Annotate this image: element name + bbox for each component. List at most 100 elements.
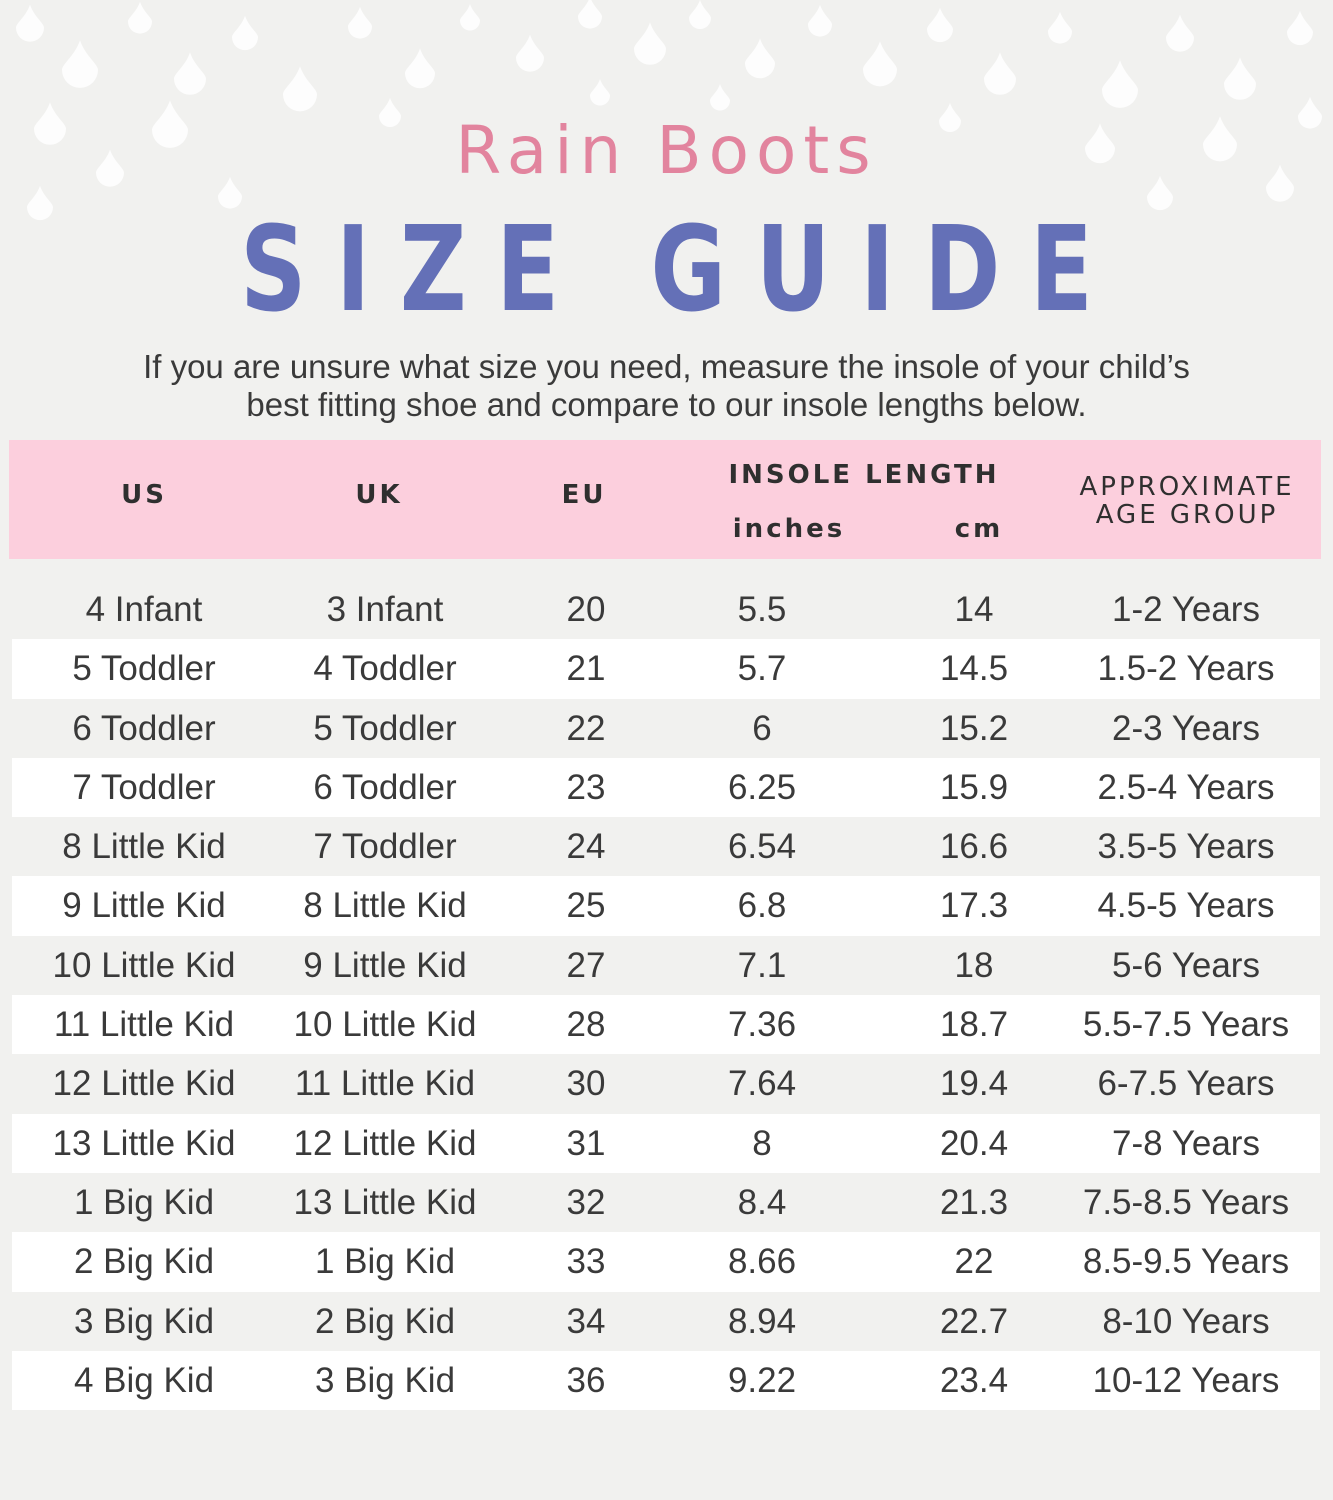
cell-eu-size: 30 bbox=[566, 1064, 606, 1104]
raindrop-icon bbox=[16, 4, 44, 42]
cell-eu-size: 32 bbox=[566, 1182, 606, 1222]
header-insole-length: INSOLE LENGTH bbox=[728, 460, 1000, 490]
cell-insole-inches: 7.1 bbox=[737, 945, 787, 985]
cell-insole-cm: 15.2 bbox=[939, 708, 1009, 748]
intro-line-2: best fitting shoe and compare to our ins… bbox=[246, 386, 1087, 423]
cell-us-size: 8 Little Kid bbox=[62, 827, 226, 867]
raindrop-icon bbox=[516, 34, 544, 72]
raindrop-icon bbox=[152, 100, 188, 148]
raindrop-icon bbox=[96, 149, 124, 187]
cell-us-size: 6 Toddler bbox=[72, 708, 216, 748]
raindrop-pattern bbox=[16, 0, 1322, 221]
cell-age-group: 3.5-5 Years bbox=[1097, 827, 1275, 867]
table-row: 10 Little Kid 9 Little Kid 27 7.1 18 5-6 Year… bbox=[12, 936, 1320, 995]
table-row: 3 Big Kid 2 Big Kid 34 8.94 22.7 8-10 Years bbox=[12, 1292, 1320, 1351]
cell-us-size: 3 Big Kid bbox=[73, 1301, 215, 1341]
raindrop-icon bbox=[232, 15, 258, 51]
raindrop-icon bbox=[808, 4, 832, 37]
raindrop-icon bbox=[1048, 11, 1072, 44]
cell-insole-cm: 23.4 bbox=[939, 1360, 1009, 1400]
raindrop-icon bbox=[34, 102, 66, 145]
raindrop-icon bbox=[128, 1, 152, 34]
cell-uk-size: 4 Toddler bbox=[313, 649, 457, 689]
raindrop-icon bbox=[27, 185, 53, 221]
table-row: 5 Toddler 4 Toddler 21 5.7 14.5 1.5-2 Years bbox=[12, 639, 1320, 699]
table-row: 4 Infant 3 Infant 20 5.5 14 1-2 Years bbox=[12, 580, 1320, 639]
header-cm: cm bbox=[954, 514, 1004, 544]
cell-age-group: 8.5-9.5 Years bbox=[1082, 1242, 1290, 1282]
cell-us-size: 4 Big Kid bbox=[73, 1360, 215, 1400]
cell-insole-inches: 8.66 bbox=[727, 1242, 797, 1282]
header-eu: EU bbox=[561, 480, 607, 510]
raindrop-icon bbox=[939, 102, 962, 133]
cell-eu-size: 23 bbox=[566, 767, 606, 807]
cell-eu-size: 27 bbox=[566, 945, 606, 985]
cell-insole-inches: 5.7 bbox=[737, 649, 787, 689]
cell-insole-inches: 8 bbox=[752, 1123, 772, 1163]
cell-eu-size: 31 bbox=[566, 1123, 606, 1163]
cell-uk-size: 7 Toddler bbox=[313, 827, 457, 867]
cell-insole-inches: 6.54 bbox=[727, 827, 797, 867]
cell-uk-size: 8 Little Kid bbox=[303, 886, 467, 926]
table-row: 2 Big Kid 1 Big Kid 33 8.66 22 8.5-9.5 Years bbox=[12, 1232, 1320, 1292]
cell-insole-inches: 7.64 bbox=[727, 1064, 797, 1104]
cell-age-group: 1.5-2 Years bbox=[1097, 649, 1275, 689]
raindrop-icon bbox=[689, 0, 711, 29]
cell-insole-inches: 7.36 bbox=[727, 1005, 797, 1045]
cell-uk-size: 10 Little Kid bbox=[293, 1005, 477, 1045]
cell-insole-cm: 22 bbox=[954, 1242, 994, 1282]
table-row: 4 Big Kid 3 Big Kid 36 9.22 23.4 10-12 Years bbox=[12, 1350, 1320, 1411]
raindrop-icon bbox=[1147, 175, 1173, 211]
header-age-line-1: APPROXIMATE bbox=[1079, 472, 1295, 502]
cell-insole-cm: 18.7 bbox=[939, 1005, 1009, 1045]
cell-us-size: 13 Little Kid bbox=[52, 1123, 236, 1163]
cell-insole-inches: 9.22 bbox=[727, 1360, 797, 1400]
cell-uk-size: 1 Big Kid bbox=[314, 1242, 456, 1282]
raindrop-icon bbox=[460, 4, 480, 31]
cell-insole-inches: 5.5 bbox=[737, 590, 787, 629]
raindrop-icon bbox=[710, 84, 730, 111]
table-row: 13 Little Kid 12 Little Kid 31 8 20.4 7-8 Yea… bbox=[12, 1113, 1320, 1173]
table-row: 6 Toddler 5 Toddler 22 6 15.2 2-3 Years bbox=[12, 699, 1320, 758]
cell-insole-inches: 6.8 bbox=[737, 886, 787, 926]
intro-line-1: If you are unsure what size you need, me… bbox=[143, 348, 1190, 385]
cell-age-group: 5-6 Years bbox=[1112, 945, 1260, 985]
cell-us-size: 1 Big Kid bbox=[73, 1182, 215, 1222]
cell-eu-size: 20 bbox=[566, 590, 606, 629]
raindrop-icon bbox=[218, 176, 243, 209]
raindrop-icon bbox=[927, 7, 953, 43]
header-age-group: APPROXIMATE AGE GROUP bbox=[1069, 473, 1305, 529]
raindrop-icon bbox=[348, 6, 372, 39]
cell-insole-cm: 16.6 bbox=[939, 827, 1009, 867]
raindrop-icon bbox=[745, 38, 775, 79]
cell-eu-size: 22 bbox=[566, 708, 606, 748]
raindrop-icon bbox=[379, 97, 401, 128]
cell-insole-cm: 17.3 bbox=[939, 886, 1009, 926]
raindrop-icon bbox=[1102, 60, 1138, 108]
cell-insole-inches: 8.94 bbox=[727, 1301, 797, 1341]
table-row: 9 Little Kid 8 Little Kid 25 6.8 17.3 4.5-5 Y… bbox=[12, 876, 1320, 936]
cell-uk-size: 13 Little Kid bbox=[293, 1182, 477, 1222]
cell-age-group: 10-12 Years bbox=[1092, 1360, 1280, 1400]
cell-age-group: 1-2 Years bbox=[1112, 590, 1260, 629]
cell-uk-size: 9 Little Kid bbox=[303, 945, 467, 985]
cell-eu-size: 24 bbox=[566, 827, 606, 867]
cell-eu-size: 25 bbox=[566, 886, 606, 926]
header-inches: inches bbox=[732, 514, 846, 544]
cell-age-group: 4.5-5 Years bbox=[1097, 886, 1275, 926]
cell-insole-cm: 20.4 bbox=[939, 1123, 1009, 1163]
cell-insole-inches: 6 bbox=[752, 708, 772, 748]
cell-us-size: 10 Little Kid bbox=[52, 945, 236, 985]
cell-us-size: 5 Toddler bbox=[72, 649, 216, 689]
table-row: 1 Big Kid 13 Little Kid 32 8.4 21.3 7.5-8.5 Y… bbox=[12, 1173, 1320, 1232]
cell-us-size: 9 Little Kid bbox=[62, 886, 226, 926]
cell-eu-size: 33 bbox=[566, 1242, 606, 1282]
raindrop-icon bbox=[1085, 123, 1115, 164]
cell-insole-inches: 6.25 bbox=[727, 767, 797, 807]
cell-uk-size: 2 Big Kid bbox=[314, 1301, 456, 1341]
cell-uk-size: 5 Toddler bbox=[313, 708, 457, 748]
cell-age-group: 6-7.5 Years bbox=[1097, 1064, 1275, 1104]
cell-insole-cm: 15.9 bbox=[939, 767, 1009, 807]
header-uk: UK bbox=[355, 480, 403, 510]
intro-text: If you are unsure what size you need, me… bbox=[0, 348, 1333, 424]
